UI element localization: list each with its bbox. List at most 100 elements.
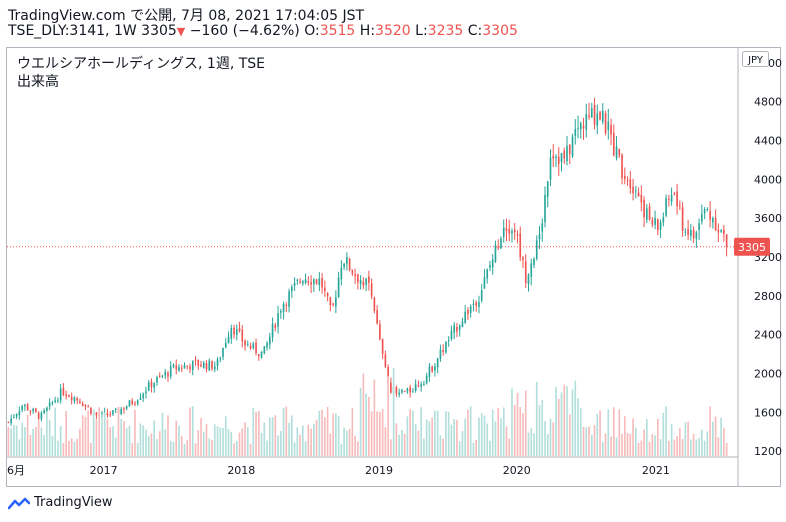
- volume-bar: [299, 434, 301, 456]
- candle-body: [447, 340, 450, 342]
- volume-bar: [505, 426, 508, 456]
- volume-bar: [557, 398, 560, 456]
- volume-bar: [257, 410, 260, 456]
- candle-body: [403, 390, 406, 392]
- candle-body: [257, 354, 260, 356]
- volume-bar: [32, 428, 34, 456]
- candle-body: [508, 229, 511, 234]
- volume-bar: [706, 431, 709, 456]
- candle-body: [610, 124, 612, 135]
- volume-bar: [615, 437, 618, 456]
- candle-body: [607, 121, 610, 130]
- volume-bar: [610, 436, 612, 456]
- candle-body: [332, 303, 334, 305]
- candle-body: [76, 398, 78, 401]
- volume-bar: [373, 379, 376, 456]
- volume-bar: [497, 408, 500, 456]
- candle-body: [233, 327, 235, 335]
- candle-body: [145, 391, 147, 394]
- candle-body: [230, 327, 233, 339]
- candle-body: [51, 402, 54, 404]
- volume-bar: [560, 392, 563, 456]
- volume-bar: [90, 442, 92, 456]
- candle-body: [519, 233, 522, 258]
- volume-bar: [315, 419, 318, 456]
- candle-body: [296, 279, 299, 281]
- volume-bar: [571, 389, 574, 456]
- volume-bar: [480, 413, 483, 456]
- candle-body: [662, 217, 665, 223]
- candle-body: [15, 414, 18, 417]
- volume-bar: [511, 388, 513, 456]
- candle-body: [659, 221, 662, 230]
- volume-bar: [390, 439, 392, 456]
- tradingview-logo[interactable]: TradingView: [8, 495, 113, 510]
- candle-body: [112, 410, 114, 415]
- volume-bar: [357, 441, 359, 456]
- candle-body: [169, 366, 172, 377]
- candle-body: [467, 309, 469, 315]
- candle-body: [563, 150, 566, 159]
- candle-body: [365, 278, 367, 285]
- candle-body: [224, 343, 227, 348]
- candle-body: [623, 175, 626, 179]
- volume-bar: [40, 427, 43, 456]
- candle-body: [423, 383, 425, 385]
- volume-bar: [513, 405, 516, 456]
- volume-bar: [604, 433, 607, 456]
- volume-bar: [274, 415, 277, 456]
- candle-body: [211, 361, 213, 369]
- volume-bar: [527, 432, 530, 456]
- volume-bar: [348, 428, 351, 456]
- volume-bar: [359, 387, 362, 456]
- y-tick-label: 4800: [754, 96, 782, 109]
- volume-bar: [456, 419, 458, 456]
- volume-bar: [282, 407, 285, 456]
- volume-bar: [645, 419, 648, 456]
- candle-body: [73, 397, 76, 402]
- volume-bar: [593, 424, 596, 456]
- volume-bar: [211, 440, 213, 456]
- candle-body: [417, 385, 420, 387]
- volume-bar: [701, 429, 703, 456]
- candle-body: [398, 392, 400, 395]
- candle-body: [189, 366, 191, 370]
- candle-body: [48, 402, 51, 407]
- candle-body: [343, 263, 345, 268]
- candle-body: [313, 279, 315, 285]
- candle-body: [643, 199, 645, 218]
- candle-body: [357, 274, 359, 283]
- volume-bar: [720, 417, 722, 456]
- volume-bar: [134, 409, 136, 456]
- volume-bar: [15, 425, 18, 456]
- volume-bar: [538, 405, 541, 456]
- chart-title: ウエルシアホールディングス, 1週, TSE: [17, 56, 266, 72]
- candle-body: [277, 313, 279, 327]
- volume-bar: [222, 428, 224, 456]
- candle-body: [26, 404, 29, 411]
- candle-body: [654, 217, 656, 226]
- volume-bar: [288, 422, 290, 456]
- volume-bar: [87, 410, 90, 456]
- candle-body: [244, 340, 246, 346]
- candle-body: [376, 310, 378, 324]
- candle-body: [601, 110, 604, 122]
- candle-body: [502, 227, 505, 237]
- candle-body: [409, 387, 411, 393]
- candle-body: [274, 325, 277, 328]
- candle-body: [191, 360, 194, 371]
- candle-body: [84, 405, 87, 407]
- y-tick-label: 2800: [754, 290, 782, 303]
- volume-bar: [491, 409, 494, 456]
- candle-body: [202, 362, 205, 368]
- candle-body: [180, 367, 183, 369]
- volume-bar: [37, 419, 40, 456]
- candle-body: [574, 128, 577, 136]
- volume-bar: [208, 438, 211, 456]
- candle-body: [268, 336, 271, 345]
- x-tick-label: 2021: [642, 464, 670, 477]
- volume-bar: [59, 426, 62, 456]
- candle-body: [10, 418, 12, 424]
- candle-body: [32, 408, 34, 412]
